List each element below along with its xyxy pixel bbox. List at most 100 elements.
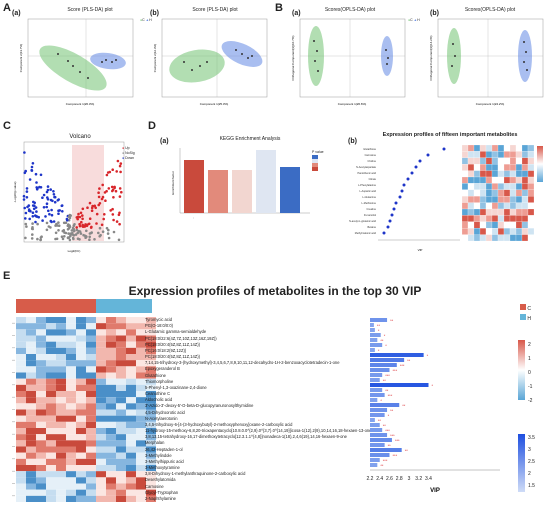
heat-cell: [491, 176, 499, 184]
heat-cell: [86, 403, 96, 410]
volcano-point: [104, 199, 107, 202]
heat-cell: [515, 183, 523, 190]
heat-cell: [515, 215, 523, 222]
volcano-point: [24, 211, 28, 215]
heat-cell: [56, 384, 66, 391]
heat-cell: [86, 409, 96, 416]
vip-bar: [370, 453, 390, 457]
heat-cell: [96, 378, 106, 385]
heat-cell: [515, 176, 523, 184]
panel-c-ylabel: -Log10(p value): [13, 181, 17, 202]
heat-cell: [46, 372, 56, 379]
metabolite-label: Glycyl-Tryptophan: [145, 489, 179, 495]
volcano-point: [78, 222, 81, 226]
heat-cell: [96, 440, 106, 447]
heat-cell: [521, 228, 529, 235]
vip-bar: [370, 398, 378, 402]
volcano-point: [73, 223, 76, 226]
heat-cell: [515, 151, 523, 158]
heat-cell: [96, 384, 106, 391]
heat-cell: [96, 403, 106, 410]
metabolite-label: PG(O-18:0/0:0): [145, 323, 173, 329]
heat-cell: [485, 176, 493, 184]
panel-c-plot: Log2(FC) -Log10(p value): [13, 141, 125, 253]
heat-cell: [86, 421, 96, 428]
heat-cell: [56, 452, 66, 459]
heat-cell: [146, 323, 156, 330]
lollipop-point: [398, 195, 402, 199]
volcano-point: [24, 222, 28, 226]
volcano-point: [68, 238, 72, 242]
heat-cell: [106, 335, 116, 342]
heat-cell: [16, 489, 26, 496]
heat-cell: [126, 465, 136, 472]
volcano-point: [35, 210, 38, 213]
heat-cell: [26, 347, 36, 354]
volcano-point: [57, 229, 60, 232]
heat-cell: [26, 360, 36, 367]
heat-cell: [136, 335, 146, 342]
volcano-point: [26, 205, 29, 209]
heat-cell: [106, 323, 116, 330]
vip-bar: [370, 338, 378, 342]
heat-cell: [26, 415, 36, 422]
heat-cell: [467, 196, 475, 203]
volcano-point: [46, 198, 50, 201]
heat-cell: [76, 440, 86, 447]
heat-cell: [16, 440, 26, 447]
heat-cell: [106, 372, 116, 379]
volcano-point: [75, 228, 79, 232]
heat-cell: [473, 215, 481, 222]
volcano-point: [98, 187, 101, 190]
heat-cell: [479, 221, 487, 229]
heat-cell: [479, 170, 487, 178]
heat-cell: [106, 495, 116, 502]
heat-cell: [56, 409, 66, 416]
metabolite-label: 7,14,15-trihydroxy-3-(hydroxymethyl)-3,4…: [145, 360, 340, 366]
heat-cell: [96, 341, 106, 348]
lollipop-label: N-Acetylaspartate: [356, 166, 376, 169]
heat-cell: [126, 477, 136, 484]
volcano-point: [31, 233, 34, 236]
significance-mark: *: [384, 333, 386, 338]
heat-cell: [86, 458, 96, 465]
heat-cell: [66, 458, 76, 465]
volcano-point: [79, 211, 83, 215]
heat-cell: [521, 151, 529, 158]
heat-cell: [136, 458, 146, 465]
heat-cell: [106, 329, 116, 336]
volcano-point: [118, 222, 121, 226]
heat-cell: [46, 483, 56, 490]
heat-cell: [497, 151, 505, 158]
heat-cell: [66, 391, 76, 398]
lollipop-point: [390, 213, 394, 217]
heat-cell: [36, 452, 46, 459]
panel-d-b-lollipop: Glutathione Carnosine Choline N-Acetylaspar…: [349, 147, 460, 252]
heat-cell: [146, 421, 156, 428]
heat-cell: [96, 409, 106, 416]
significance-mark: ***: [400, 363, 405, 368]
heat-cell: [136, 378, 146, 385]
heat-cell: [36, 458, 46, 465]
heat-cell: [116, 421, 126, 428]
volcano-point: [28, 217, 32, 221]
panel-letter-e: E: [3, 270, 11, 282]
heat-cell: [116, 446, 126, 453]
heat-cell: [497, 176, 505, 184]
heat-cell: [86, 483, 96, 490]
heat-cell: [509, 202, 517, 210]
heat-cell: [479, 215, 487, 222]
significance-mark: **: [385, 388, 389, 393]
significance-mark: **: [390, 318, 394, 323]
volcano-point: [47, 209, 50, 213]
volcano-point: [97, 231, 100, 235]
panel-b-left-plot: Component 1(26.6%) Orthogonal Component[…: [291, 18, 406, 106]
heat-cell: [56, 465, 66, 472]
heat-cell: [527, 202, 534, 210]
heat-cell: [509, 221, 517, 229]
heat-cell: [126, 335, 136, 342]
heat-cell: [46, 391, 56, 398]
heat-cell: [76, 458, 86, 465]
heat-cell: [16, 384, 26, 391]
heat-cell: [509, 183, 517, 190]
